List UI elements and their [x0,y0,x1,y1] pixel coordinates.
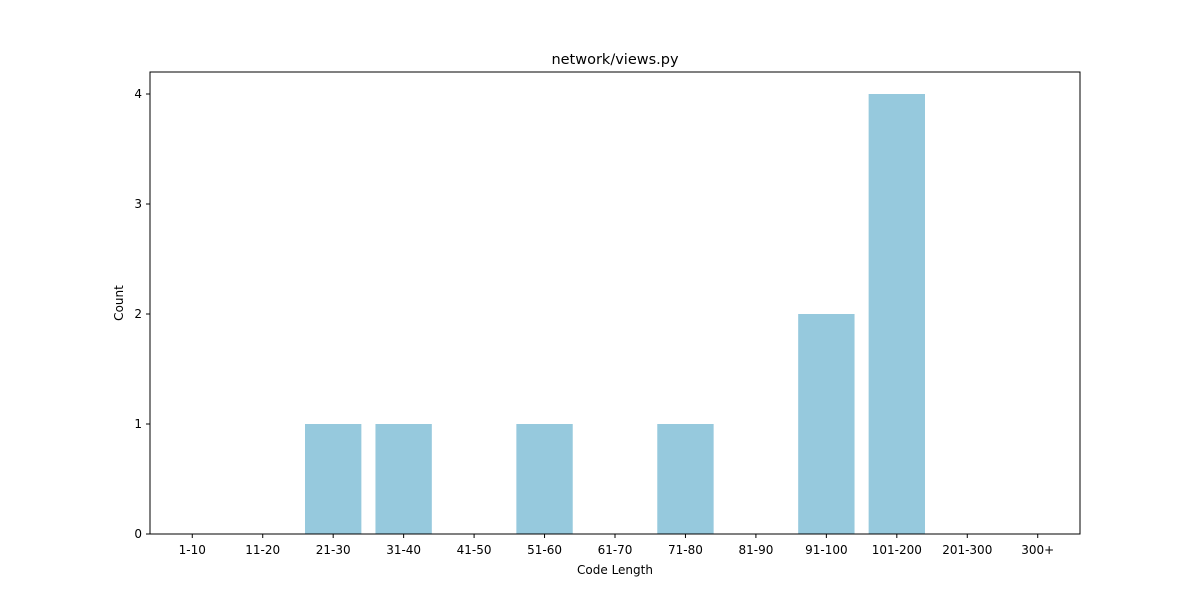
x-tick-label: 61-70 [598,543,633,557]
x-tick-label: 201-300 [942,543,992,557]
bar-21-30 [305,424,362,534]
x-tick-label: 81-90 [738,543,773,557]
x-tick-label: 91-100 [805,543,848,557]
bar-51-60 [516,424,573,534]
x-tick-label: 101-200 [872,543,922,557]
bar-91-100 [798,314,855,534]
y-axis-label: Count [112,285,126,321]
bars-layer [305,94,925,534]
y-tick-label: 1 [134,417,142,431]
chart-title: network/views.py [551,52,679,68]
x-tick-label: 11-20 [245,543,280,557]
x-tick-label: 300+ [1021,543,1054,557]
bar-101-200 [868,94,925,534]
y-tick-label: 0 [134,527,142,541]
x-tick-label: 21-30 [316,543,351,557]
y-tick-label: 4 [134,87,142,101]
x-tick-label: 1-10 [179,543,206,557]
y-axis-ticks: 0 1 2 3 4 [134,87,150,541]
x-tick-label: 31-40 [386,543,421,557]
x-tick-label: 71-80 [668,543,703,557]
x-tick-label: 41-50 [457,543,492,557]
y-tick-label: 2 [134,307,142,321]
x-axis-label: Code Length [577,563,653,577]
y-tick-label: 3 [134,197,142,211]
x-axis-ticks: 1-10 11-20 21-30 31-40 41-50 51-60 61-70 71-80 8… [179,534,1054,557]
bar-31-40 [375,424,432,534]
bar-71-80 [657,424,714,534]
x-tick-label: 51-60 [527,543,562,557]
